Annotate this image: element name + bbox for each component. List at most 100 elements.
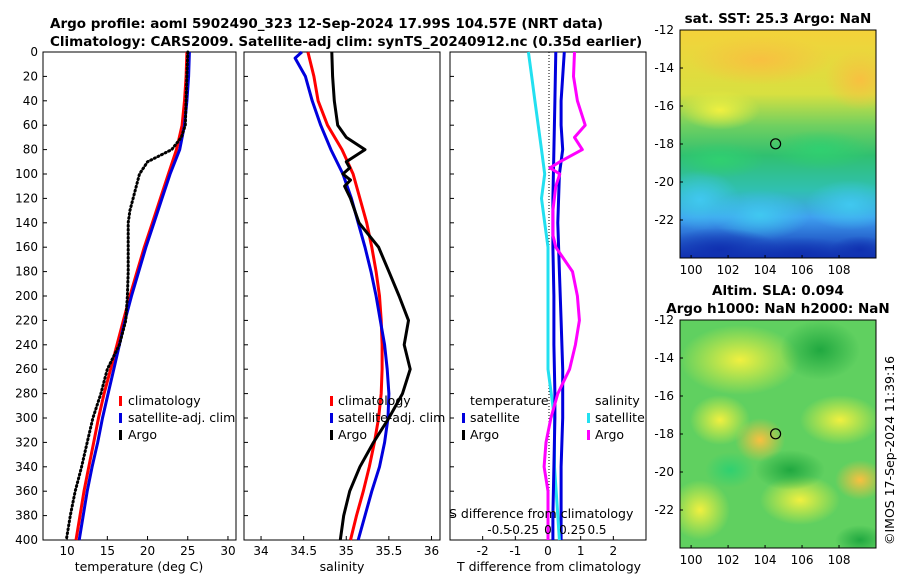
legend-swatch-s-argo xyxy=(587,430,590,440)
legend-heading-salinity: salinity xyxy=(595,393,640,408)
legend-label-climatology: climatology xyxy=(128,393,201,408)
legend-label-s-argo: Argo xyxy=(595,427,624,442)
temperature-x-ticks: 10 15 20 25 30 xyxy=(59,536,236,558)
sla-heatmap xyxy=(680,320,876,548)
legend-label-satellite: satellite-adj. clim xyxy=(128,410,235,425)
legend-swatch-climatology xyxy=(119,396,122,406)
lat-tick-label: -18 xyxy=(654,427,674,441)
series-line-climatology xyxy=(306,51,384,541)
x-tick-label: 1 xyxy=(577,544,585,558)
x-tick-label: 36 xyxy=(424,544,439,558)
x-tick-label: 35.5 xyxy=(376,544,403,558)
depth-tick-label: 300 xyxy=(15,411,38,425)
lat-tick-label: -22 xyxy=(654,213,674,227)
depth-tick-label: 320 xyxy=(15,435,38,449)
sst-heatmap xyxy=(680,30,876,258)
depth-tick-label: 140 xyxy=(15,216,38,230)
s-diff-tick-label: 0.25 xyxy=(559,523,586,537)
salinity-x-label: salinity xyxy=(320,559,365,574)
lon-tick-label: 108 xyxy=(828,263,851,277)
salinity-panel: 34 34.5 35 35.5 36 salinity climatology sate… xyxy=(243,50,445,574)
salinity-x-ticks: 34 34.5 35 35.5 36 xyxy=(253,536,439,558)
x-tick-label: 15 xyxy=(100,544,115,558)
x-tick-label: 34 xyxy=(253,544,268,558)
depth-tick-label: 360 xyxy=(15,484,38,498)
legend-label-satellite: satellite-adj. clim xyxy=(338,410,445,425)
sst-map-title: sat. SST: 25.3 Argo: NaN xyxy=(685,11,872,27)
lat-tick-label: -20 xyxy=(654,175,674,189)
x-tick-label: 30 xyxy=(220,544,235,558)
lat-tick-label: -12 xyxy=(654,23,674,37)
lon-tick-label: 100 xyxy=(680,553,703,567)
series-line-climatology xyxy=(74,51,189,541)
difference-y-tickmarks xyxy=(450,51,454,541)
lat-tick-label: -18 xyxy=(654,137,674,151)
difference-x-ticks: -2 -1 0 1 2 xyxy=(477,536,617,558)
lat-tick-label: -16 xyxy=(654,99,674,113)
sla-map-title-line1: Altim. SLA: 0.094 xyxy=(712,283,844,299)
legend-swatch-argo xyxy=(119,430,122,440)
legend-heading-temperature: temperature xyxy=(470,393,549,408)
series-line-argo xyxy=(330,51,412,541)
lat-tick-label: -22 xyxy=(654,503,674,517)
s-diff-tick-label: -0.5 xyxy=(487,523,510,537)
lon-tick-label: 106 xyxy=(791,553,814,567)
lon-tick-label: 104 xyxy=(754,553,777,567)
argo-position-marker xyxy=(769,428,782,440)
series-line-argo xyxy=(64,50,190,542)
depth-tick-label: 220 xyxy=(15,313,38,327)
temperature-x-label: temperature (deg C) xyxy=(75,559,204,574)
legend-swatch-t-argo xyxy=(462,430,465,440)
legend-swatch-satellite xyxy=(119,413,122,423)
difference-legend: temperature satellite Argo salinity sate… xyxy=(462,393,645,442)
legend-label-s-satellite: satellite xyxy=(595,410,645,425)
depth-tick-label: 380 xyxy=(15,509,38,523)
lon-tick-label: 104 xyxy=(754,263,777,277)
difference-panel: -2 -1 0 1 2 T difference from climatology S … xyxy=(449,51,647,574)
figure-title-line2: Climatology: CARS2009. Satellite-adj cli… xyxy=(50,34,642,50)
x-tick-label: 20 xyxy=(140,544,155,558)
temperature-legend: climatology satellite-adj. clim Argo xyxy=(119,393,235,442)
x-tick-label: 2 xyxy=(610,544,618,558)
legend-label-t-argo: Argo xyxy=(470,427,499,442)
difference-x-label: T difference from climatology xyxy=(456,559,642,574)
depth-tick-label: 120 xyxy=(15,191,38,205)
sla-lat-ticks: -12 -14 -16 -18 -20 -22 xyxy=(654,313,683,517)
lon-tick-label: 108 xyxy=(828,553,851,567)
lat-tick-label: -20 xyxy=(654,465,674,479)
x-tick-label: -2 xyxy=(477,544,489,558)
depth-tick-label: 40 xyxy=(23,94,38,108)
sla-map-title-line2: Argo h1000: NaN h2000: NaN xyxy=(666,301,889,317)
lon-tick-label: 102 xyxy=(717,553,740,567)
x-tick-label: 10 xyxy=(59,544,74,558)
series-line-salinity-satellite xyxy=(551,51,558,540)
legend-label-argo: Argo xyxy=(338,427,367,442)
series-line-satellite-adj-clim xyxy=(77,51,191,541)
legend-swatch-argo xyxy=(330,430,333,440)
lon-tick-label: 102 xyxy=(717,263,740,277)
s-diff-tick-label: 0.5 xyxy=(587,523,606,537)
legend-swatch-t-satellite xyxy=(462,413,465,423)
temperature-axes-frame xyxy=(42,51,237,541)
sst-map-panel: sat. SST: 25.3 Argo: NaN 100 102 104 106 108… xyxy=(654,11,877,277)
x-tick-label: 35 xyxy=(339,544,354,558)
salinity-series xyxy=(293,50,412,541)
depth-tick-label: 200 xyxy=(15,289,38,303)
series-line-temperature-satellite xyxy=(556,51,566,540)
depth-tick-label: 180 xyxy=(15,265,38,279)
depth-tick-label: 280 xyxy=(15,387,38,401)
depth-tick-label: 0 xyxy=(30,45,38,59)
temperature-series xyxy=(64,50,191,542)
legend-label-argo: Argo xyxy=(128,427,157,442)
x-tick-label: -1 xyxy=(509,544,521,558)
legend-swatch-s-satellite xyxy=(587,413,590,423)
argo-position-marker xyxy=(769,138,782,150)
s-diff-tick-label: -0.25 xyxy=(508,523,539,537)
footer-timestamp: ©IMOS 17-Sep-2024 11:39:16 xyxy=(882,356,897,545)
temperature-panel: 0 20 40 60 80 100 120 140 160 180 200 220 240 260 280 3… xyxy=(15,45,237,574)
s-diff-tick-label: 0 xyxy=(544,523,552,537)
depth-tick-label: 20 xyxy=(23,69,38,83)
depth-tick-label: 100 xyxy=(15,167,38,181)
sst-lon-ticks: 100 102 104 106 108 xyxy=(680,255,851,277)
